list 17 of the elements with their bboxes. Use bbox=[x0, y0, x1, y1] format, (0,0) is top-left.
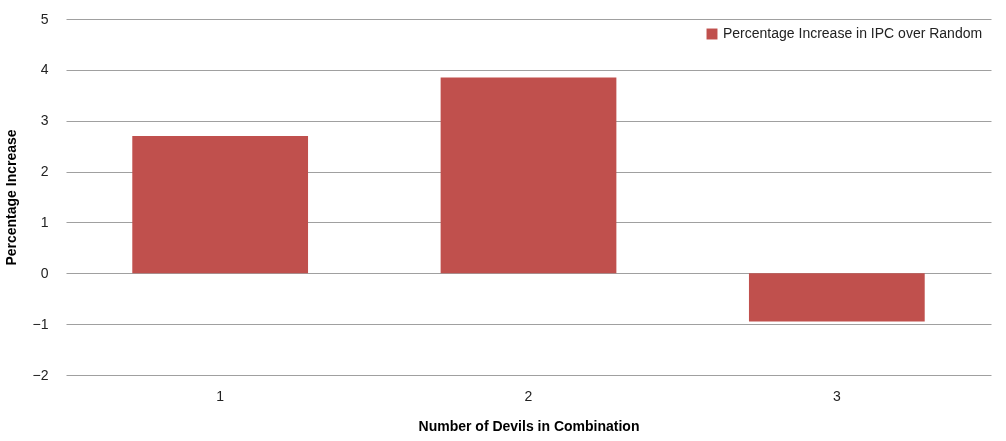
y-tick-label: −1 bbox=[32, 315, 49, 332]
y-tick-label: 1 bbox=[40, 213, 49, 230]
y-tick-label: 3 bbox=[40, 112, 49, 129]
x-tick-label: 3 bbox=[832, 387, 841, 404]
x-tick-label: 1 bbox=[216, 387, 225, 404]
y-tick-label: 2 bbox=[40, 163, 49, 180]
x-tick-label: 2 bbox=[524, 387, 533, 404]
bar bbox=[132, 135, 309, 274]
y-axis-title: Percentage Increase bbox=[2, 129, 19, 266]
y-tick-label: 4 bbox=[40, 61, 49, 78]
legend-label: Percentage Increase in IPC over Random bbox=[723, 25, 983, 41]
bar bbox=[748, 273, 925, 322]
y-tick-label: 5 bbox=[40, 10, 49, 27]
x-axis-title: Number of Devils in Combination bbox=[418, 417, 640, 434]
bar bbox=[440, 77, 617, 274]
y-tick-label: −2 bbox=[32, 366, 49, 383]
y-tick-label: 0 bbox=[40, 264, 49, 281]
